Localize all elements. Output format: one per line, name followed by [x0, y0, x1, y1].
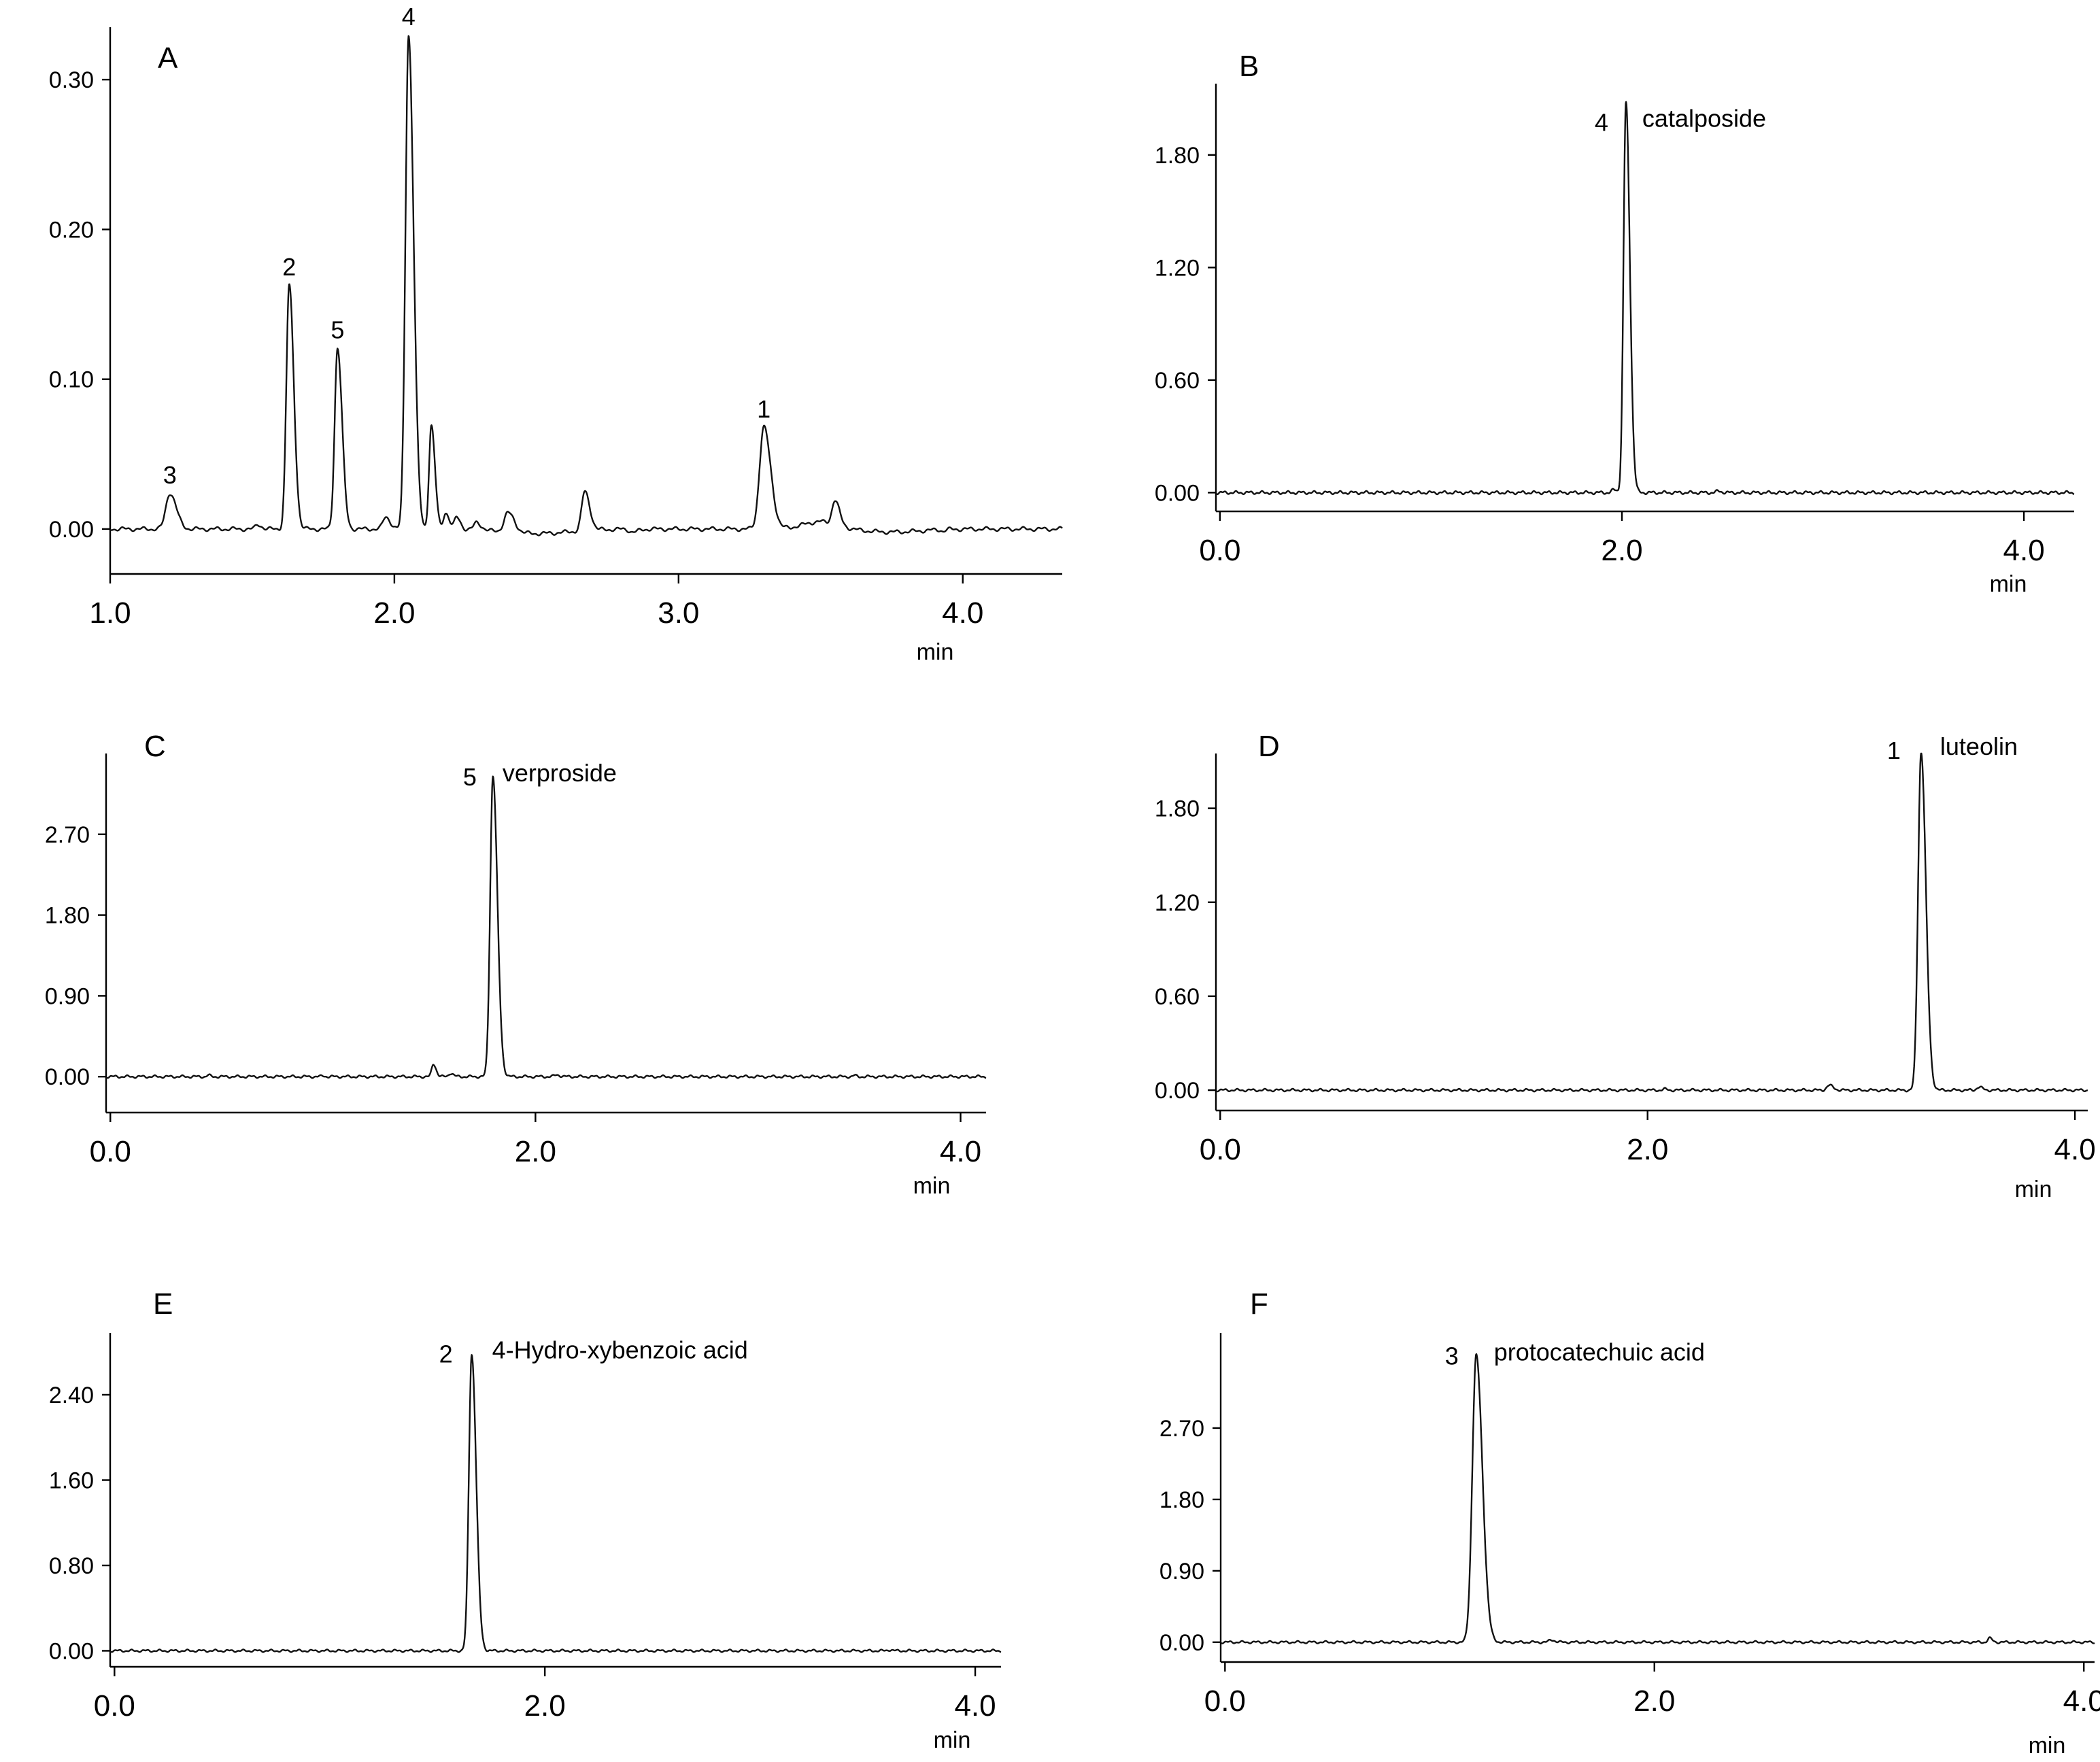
peak-5-number-label: 5 [463, 763, 477, 791]
panel-e-ytick-label: 0.80 [49, 1553, 94, 1579]
panel-c-xtick-label: 4.0 [940, 1135, 981, 1168]
panel-d-xtick-label: 2.0 [1627, 1133, 1668, 1166]
peak-4-number-label: 4 [1595, 109, 1608, 137]
panel-b-ytick-label: 1.80 [1155, 143, 1200, 169]
panel-a-ytick-label: 0.10 [49, 367, 94, 393]
panel-b-x-unit: min [1990, 571, 2027, 597]
peak-compound-label: protocatechuic acid [1494, 1338, 1705, 1366]
panel-d-xtick-label: 4.0 [2054, 1133, 2096, 1166]
peak-2-number-label: 2 [282, 253, 296, 281]
peak-compound-label: luteolin [1940, 732, 2018, 760]
panel-e-xtick-label: 2.0 [524, 1689, 566, 1723]
panel-b-ytick-label: 1.20 [1155, 255, 1200, 281]
peak-4-number-label: 4 [402, 3, 416, 31]
panel-d-letter: D [1258, 730, 1280, 763]
peak-2-number-label: 2 [439, 1340, 453, 1368]
panel-c-letter: C [144, 730, 166, 763]
panel-b-xtick-label: 4.0 [2003, 534, 2045, 567]
panel-c: C 0.00 0.90 1.80 2.70 0.0 2.0 4.0 min 5 verproside [45, 730, 987, 1199]
panel-e-ytick-label: 2.40 [49, 1383, 94, 1408]
panel-e-letter: E [153, 1287, 173, 1321]
peak-1-number-label: 1 [1887, 736, 1901, 764]
panel-a-xtick-label: 3.0 [658, 596, 699, 630]
panel-c-ytick-label: 0.90 [45, 983, 90, 1009]
panel-b-xtick-label: 2.0 [1601, 534, 1642, 567]
panel-a-xtick-label: 2.0 [373, 596, 415, 630]
panel-f-xtick-label: 4.0 [2063, 1684, 2100, 1718]
peak-3-number-label: 3 [1445, 1342, 1459, 1370]
panel-a-ytick-label: 0.00 [49, 517, 94, 543]
panel-e-xtick-label: 0.0 [94, 1689, 135, 1723]
peak-1-number-label: 1 [757, 395, 770, 423]
panel-d-ytick-label: 1.20 [1155, 890, 1200, 916]
panel-c-ytick-label: 1.80 [45, 903, 90, 929]
panel-a-letter: A [158, 41, 178, 75]
panel-f-ytick-label: 0.90 [1159, 1559, 1204, 1585]
panel-e-xtick-label: 4.0 [954, 1689, 996, 1723]
panel-d-ytick-label: 0.00 [1155, 1078, 1200, 1104]
panel-d-xtick-label: 0.0 [1200, 1133, 1241, 1166]
panel-a-xtick-label: 1.0 [89, 596, 131, 630]
panel-b-letter: B [1239, 50, 1259, 83]
panel-a-x-unit: min [917, 639, 954, 665]
panel-f-ytick-label: 1.80 [1159, 1487, 1204, 1513]
panel-e-ytick-label: 1.60 [49, 1468, 94, 1493]
panel-c-x-unit: min [913, 1173, 951, 1199]
peak-3-number-label: 3 [163, 461, 177, 489]
panel-e: E 0.00 0.80 1.60 2.40 0.0 2.0 4.0 min 2 4-Hydro-xy… [49, 1287, 1002, 1753]
panel-f: F 0.00 0.90 1.80 2.70 0.0 2.0 4.0 min 3 protocatec… [1159, 1287, 2100, 1759]
peak-compound-label: 4-Hydro-xybenzoic acid [492, 1336, 748, 1363]
panel-f-x-unit: min [2029, 1733, 2066, 1759]
panel-f-trace [1220, 1353, 2095, 1644]
panel-d-ytick-label: 0.60 [1155, 984, 1200, 1010]
panel-c-trace [105, 775, 987, 1079]
panel-c-ytick-label: 0.00 [45, 1064, 90, 1090]
panel-d-x-unit: min [2015, 1176, 2052, 1202]
panel-c-ytick-label: 2.70 [45, 822, 90, 848]
panel-f-ytick-label: 2.70 [1159, 1416, 1204, 1442]
peak-5-number-label: 5 [331, 316, 344, 343]
panel-d-trace [1215, 752, 2088, 1093]
peak-compound-label: verproside [503, 759, 617, 787]
panel-b-ytick-label: 0.60 [1155, 368, 1200, 394]
panel-f-ytick-label: 0.00 [1159, 1630, 1204, 1656]
panel-a-ytick-label: 0.30 [49, 67, 94, 93]
panel-b-trace [1215, 101, 2075, 496]
panel-d-ytick-label: 1.80 [1155, 796, 1200, 822]
panel-f-letter: F [1250, 1287, 1268, 1321]
panel-c-xtick-label: 0.0 [90, 1135, 131, 1168]
panel-f-xtick-label: 0.0 [1204, 1684, 1246, 1718]
panel-e-trace [109, 1354, 1002, 1653]
panel-c-xtick-label: 2.0 [515, 1135, 556, 1168]
panel-e-ytick-label: 0.00 [49, 1638, 94, 1664]
panel-a-ytick-label: 0.20 [49, 217, 94, 243]
panel-b: B 0.00 0.60 1.20 1.80 0.0 2.0 4.0 min 4 catalposid… [1155, 50, 2075, 597]
panel-a-xtick-label: 4.0 [942, 596, 983, 630]
panel-f-xtick-label: 2.0 [1633, 1684, 1675, 1718]
peak-compound-label: catalposide [1642, 105, 1766, 133]
panel-a-trace [109, 35, 1063, 537]
panel-b-ytick-label: 0.00 [1155, 480, 1200, 506]
panel-a: A 0.00 0.10 0.20 0.30 1.0 2.0 3.0 4.0 min 3 2 5 4 1 [49, 3, 1063, 665]
panel-e-x-unit: min [934, 1727, 971, 1753]
panel-b-xtick-label: 0.0 [1199, 534, 1240, 567]
